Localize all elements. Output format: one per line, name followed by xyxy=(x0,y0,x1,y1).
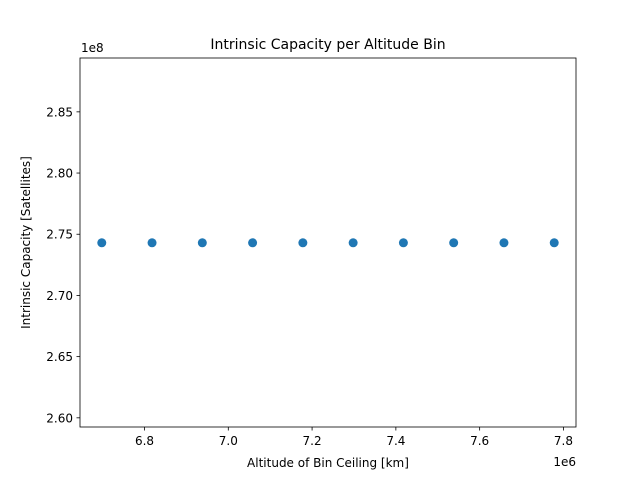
y-axis-label: Intrinsic Capacity [Satellites] xyxy=(19,156,33,329)
data-point-7 xyxy=(398,238,408,248)
x-tick-label: 7.6 xyxy=(470,434,489,448)
data-points xyxy=(97,238,559,248)
data-point-6 xyxy=(348,238,358,248)
data-point-4 xyxy=(248,238,258,248)
x-tick-label: 7.2 xyxy=(303,434,322,448)
data-point-2 xyxy=(147,238,157,248)
plot-frame xyxy=(79,57,577,428)
x-axis-label: Altitude of Bin Ceiling [km] xyxy=(247,456,409,470)
y-tick-label: 2.75 xyxy=(46,228,73,242)
x-offset-label: 1e6 xyxy=(553,455,576,469)
y-tick-label: 2.85 xyxy=(46,105,73,119)
y-tick-label: 2.60 xyxy=(46,411,73,425)
x-tick-label: 7.0 xyxy=(219,434,238,448)
y-offset-label: 1e8 xyxy=(81,41,104,55)
x-tick-label: 7.4 xyxy=(386,434,405,448)
data-point-5 xyxy=(298,238,308,248)
y-tick-label: 2.70 xyxy=(46,289,73,303)
data-point-8 xyxy=(449,238,459,248)
y-tick-label: 2.65 xyxy=(46,350,73,364)
y-axis-ticks: 2.60 2.65 2.70 2.75 2.80 2.85 xyxy=(46,105,80,425)
data-point-9 xyxy=(499,238,509,248)
x-axis-ticks: 6.8 7.0 7.2 7.4 7.6 7.8 xyxy=(135,427,573,448)
data-point-1 xyxy=(97,238,107,248)
chart-title: Intrinsic Capacity per Altitude Bin xyxy=(210,37,445,53)
x-tick-label: 7.8 xyxy=(554,434,573,448)
data-point-3 xyxy=(197,238,207,248)
y-tick-label: 2.80 xyxy=(46,167,73,181)
x-tick-label: 6.8 xyxy=(135,434,154,448)
data-point-10 xyxy=(549,238,559,248)
